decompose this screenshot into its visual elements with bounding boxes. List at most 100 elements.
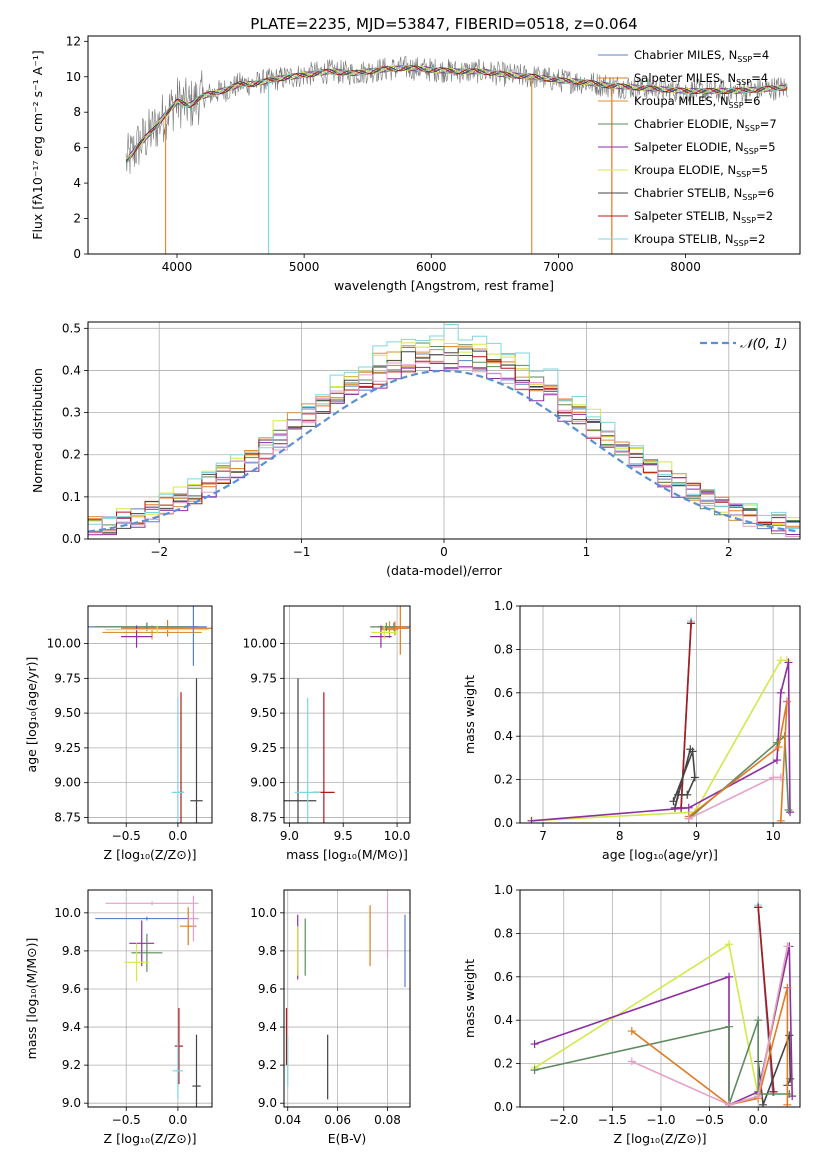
errorbar-point <box>394 606 406 655</box>
y-tick-label: 9.00 <box>54 776 81 790</box>
grid-lines <box>284 606 410 823</box>
x-axis-label: Z [log₁₀(Z/Z⊙)] <box>104 847 197 862</box>
y-axis-label: Flux [fλ10⁻¹⁷ erg cm⁻² s⁻¹ A⁻¹] <box>30 50 45 239</box>
weight-vs-age-panel: 7 8 9 10 0.0 0.2 0.4 0.6 0.8 1.0 age [log₁₀(age/yr… <box>462 599 801 862</box>
y-tick-label: 4 <box>73 176 81 190</box>
weight-point-marker <box>684 803 693 812</box>
weight-series-line <box>631 946 789 1106</box>
legend-sub: SSP <box>736 170 751 179</box>
weight-point-marker <box>530 1040 539 1049</box>
weight-point-marker <box>774 743 783 752</box>
x-tick-label: 8000 <box>670 260 701 274</box>
y-tick-label: 0.4 <box>494 1013 513 1027</box>
y-tick-label: 9.2 <box>62 1058 81 1072</box>
y-tick-label: 0.4 <box>62 363 81 377</box>
x-axis-label: age [log₁₀(age/yr)] <box>602 847 718 862</box>
model-spectrum-line <box>125 64 788 165</box>
legend-sub: SSP <box>734 239 749 248</box>
legend-sub: SSP <box>744 147 759 156</box>
y-tick-label: 0.2 <box>62 448 81 462</box>
y-tick-label: 0.6 <box>494 970 513 984</box>
y-tick-label: 0.8 <box>494 926 513 940</box>
legend-text: Salpeter MILES, N <box>634 71 736 85</box>
weight-point-marker <box>754 1016 763 1025</box>
normal-distribution-curve <box>88 369 800 533</box>
weight-point-marker <box>669 797 678 806</box>
weight_vs_age-plot-area <box>527 617 795 823</box>
x-tick-label: −0.5 <box>112 829 141 843</box>
weight-series-line <box>688 734 790 820</box>
legend-entry: Salpeter MILES, NSSP=4 <box>634 71 768 87</box>
y-tick-label: 9.6 <box>258 982 277 996</box>
y-tick-label: 9.25 <box>250 741 277 755</box>
x-tick-label: −1 <box>293 545 311 559</box>
legend-tail: =7 <box>760 117 777 131</box>
legend-sub: SSP <box>736 78 751 87</box>
weight-point-marker <box>725 940 734 949</box>
x-tick-label: −1.0 <box>646 1113 675 1127</box>
axes-frame <box>283 605 411 824</box>
weight-point-marker <box>783 942 792 951</box>
errorbar-point <box>102 625 202 640</box>
axes-frame <box>87 605 213 824</box>
legend-entry: Chabrier STELIB, NSSP=6 <box>634 186 774 202</box>
y-tick-label: 2 <box>73 212 81 226</box>
legend-sub: SSP <box>741 216 756 225</box>
y-tick-label: 1.0 <box>494 599 513 613</box>
x-axis-label: wavelength [Angstrom, rest frame] <box>334 278 554 293</box>
mass_vs_ebv-plot-area <box>285 893 406 1100</box>
y-tick-label: 9.75 <box>250 671 277 685</box>
y-tick-label: 10 <box>66 70 81 84</box>
x-axis-label: (data-model)/error <box>386 563 503 578</box>
errorbar-point <box>284 678 317 823</box>
y-axis-label: mass weight <box>462 959 477 1038</box>
weight-point-marker <box>772 756 781 765</box>
x-tick-label: −0.5 <box>695 1113 724 1127</box>
y-tick-label: 9.50 <box>54 706 81 720</box>
y-tick-label: 0 <box>73 247 81 261</box>
legend-text: Kroupa STELIB, N <box>634 232 734 246</box>
legend-tail: =5 <box>751 163 768 177</box>
legend-tail: =4 <box>751 71 768 85</box>
errorbar-point <box>121 619 212 637</box>
weight-point-marker <box>725 972 734 981</box>
weight_vs_Z-plot-area <box>530 901 797 1107</box>
x-tick-label: 0.06 <box>324 1113 351 1127</box>
residual-histogram-series <box>88 352 800 538</box>
y-tick-label: 0.1 <box>62 490 81 504</box>
x-tick-label: −2.0 <box>549 1113 578 1127</box>
legend-text: Kroupa ELODIE, N <box>634 163 736 177</box>
x-tick-label: 7000 <box>543 260 574 274</box>
x-tick-label: 9.0 <box>280 829 299 843</box>
y-axis-label: mass weight <box>462 675 477 754</box>
errorbar-point <box>124 943 149 982</box>
legend-tail: =2 <box>756 209 773 223</box>
legend-sub: SSP <box>742 193 757 202</box>
legend-entry: 𝒩(0, 1) <box>740 337 787 352</box>
x-tick-label: 8 <box>616 829 624 843</box>
axes-frame <box>283 889 411 1108</box>
legend-text: Chabrier ELODIE, N <box>634 117 745 131</box>
errorbar-point <box>294 697 321 823</box>
y-tick-label: 8.75 <box>250 810 277 824</box>
x-tick-label: 7 <box>539 829 547 843</box>
weight-point-marker <box>725 1022 734 1031</box>
grid-lines <box>88 890 212 1107</box>
y-tick-label: 9.4 <box>62 1020 81 1034</box>
x-axis-label: Z [log₁₀(Z/Z⊙)] <box>104 1131 197 1146</box>
axes-frame <box>87 889 213 1108</box>
x-tick-label: −2 <box>150 545 168 559</box>
legend-text: Salpeter ELODIE, N <box>634 140 744 154</box>
x-tick-label: 10.0 <box>384 829 411 843</box>
x-axis-label: Z [log₁₀(Z/Z⊙)] <box>614 1131 707 1146</box>
y-tick-label: 8 <box>73 105 81 119</box>
y-tick-label: 0.3 <box>62 406 81 420</box>
y-tick-label: 9.00 <box>250 776 277 790</box>
y-axis-label: age [log₁₀(age/yr)] <box>24 657 39 773</box>
y-axis-label: Normed distribution <box>30 368 45 493</box>
legend-sub: SSP <box>745 124 760 133</box>
legend-tail: =2 <box>749 232 766 246</box>
y-tick-label: 9.0 <box>258 1096 277 1110</box>
y-tick-label: 9.6 <box>62 982 81 996</box>
weight-point-marker <box>686 745 695 754</box>
